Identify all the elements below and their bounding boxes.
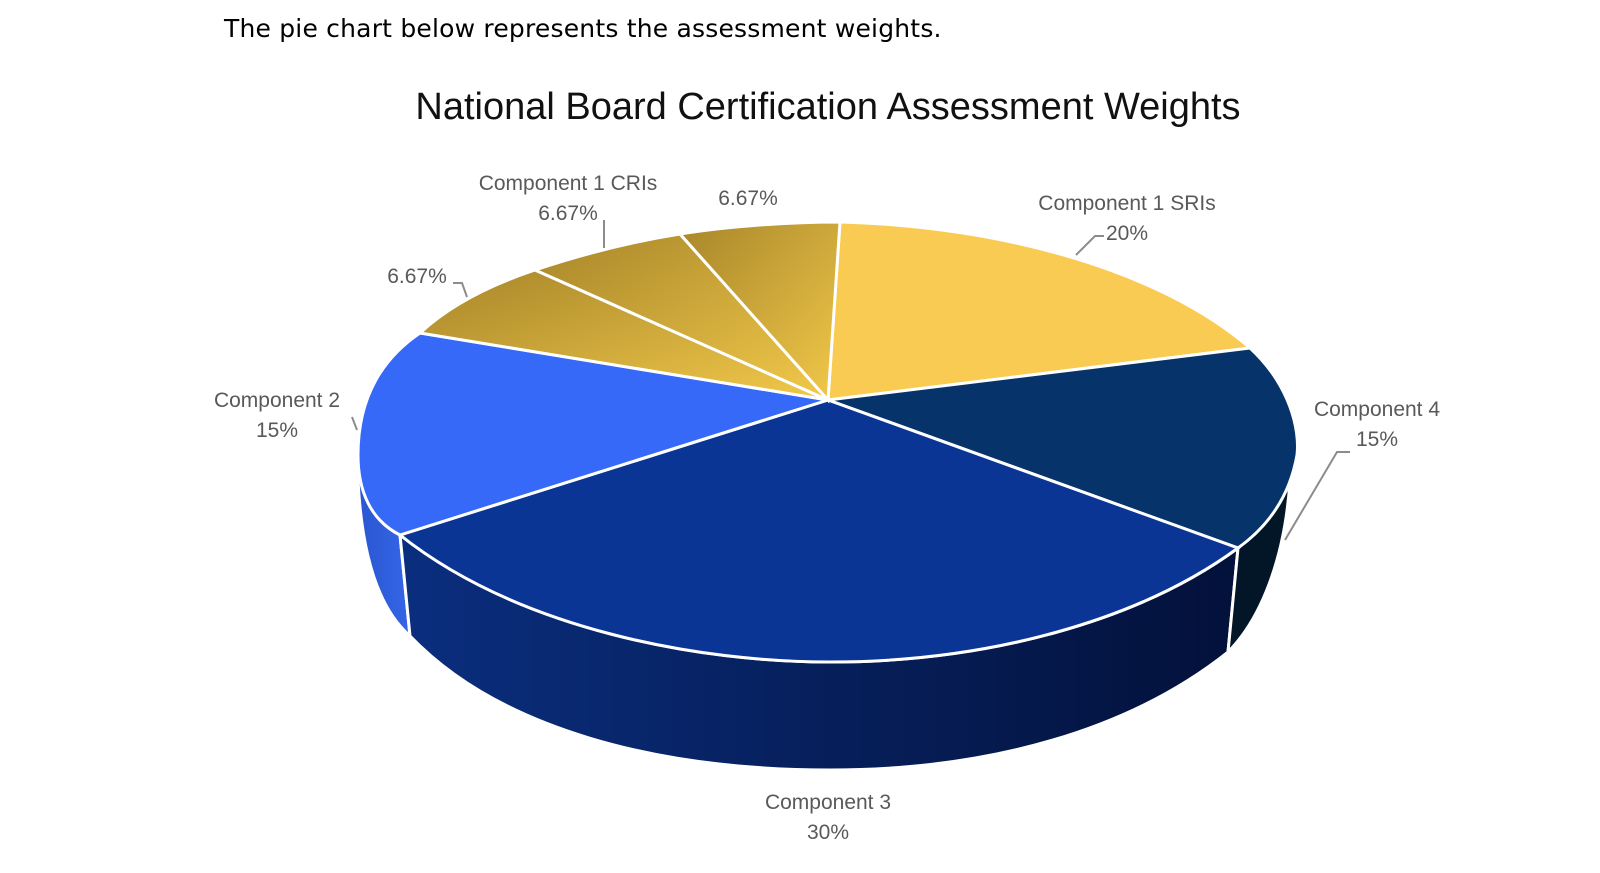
label-cris-name: Component 1 CRIs xyxy=(479,172,658,195)
label-gold-c-value: 6.67% xyxy=(718,187,778,210)
slice-component-1-sris[interactable] xyxy=(826,220,1254,402)
slice-component-2[interactable] xyxy=(356,331,829,537)
label-sris-name: Component 1 SRIs xyxy=(1038,192,1215,215)
slice-component-4[interactable] xyxy=(827,346,1299,550)
intro-text: The pie chart below represents the asses… xyxy=(224,14,942,43)
chart-title: National Board Certification Assessment … xyxy=(415,86,1241,128)
label-gold-a-value: 6.67% xyxy=(387,265,447,288)
label-c2-value: 15% xyxy=(256,419,298,442)
slice-gold-a[interactable] xyxy=(416,268,829,402)
slice-component-3[interactable] xyxy=(396,398,1242,664)
label-sris-value: 20% xyxy=(1106,222,1148,245)
label-c4-value: 15% xyxy=(1356,428,1398,451)
label-c4-name: Component 4 xyxy=(1314,398,1440,421)
slice-component-1-cris[interactable] xyxy=(530,232,830,402)
leader-lines xyxy=(351,220,1350,541)
slice-gold-c[interactable] xyxy=(677,220,842,404)
label-c3-value: 30% xyxy=(807,821,849,844)
label-cris-value: 6.67% xyxy=(538,202,598,225)
label-c3-name: Component 3 xyxy=(765,791,891,814)
pie-top xyxy=(356,220,1299,664)
label-c2-name: Component 2 xyxy=(214,389,340,412)
